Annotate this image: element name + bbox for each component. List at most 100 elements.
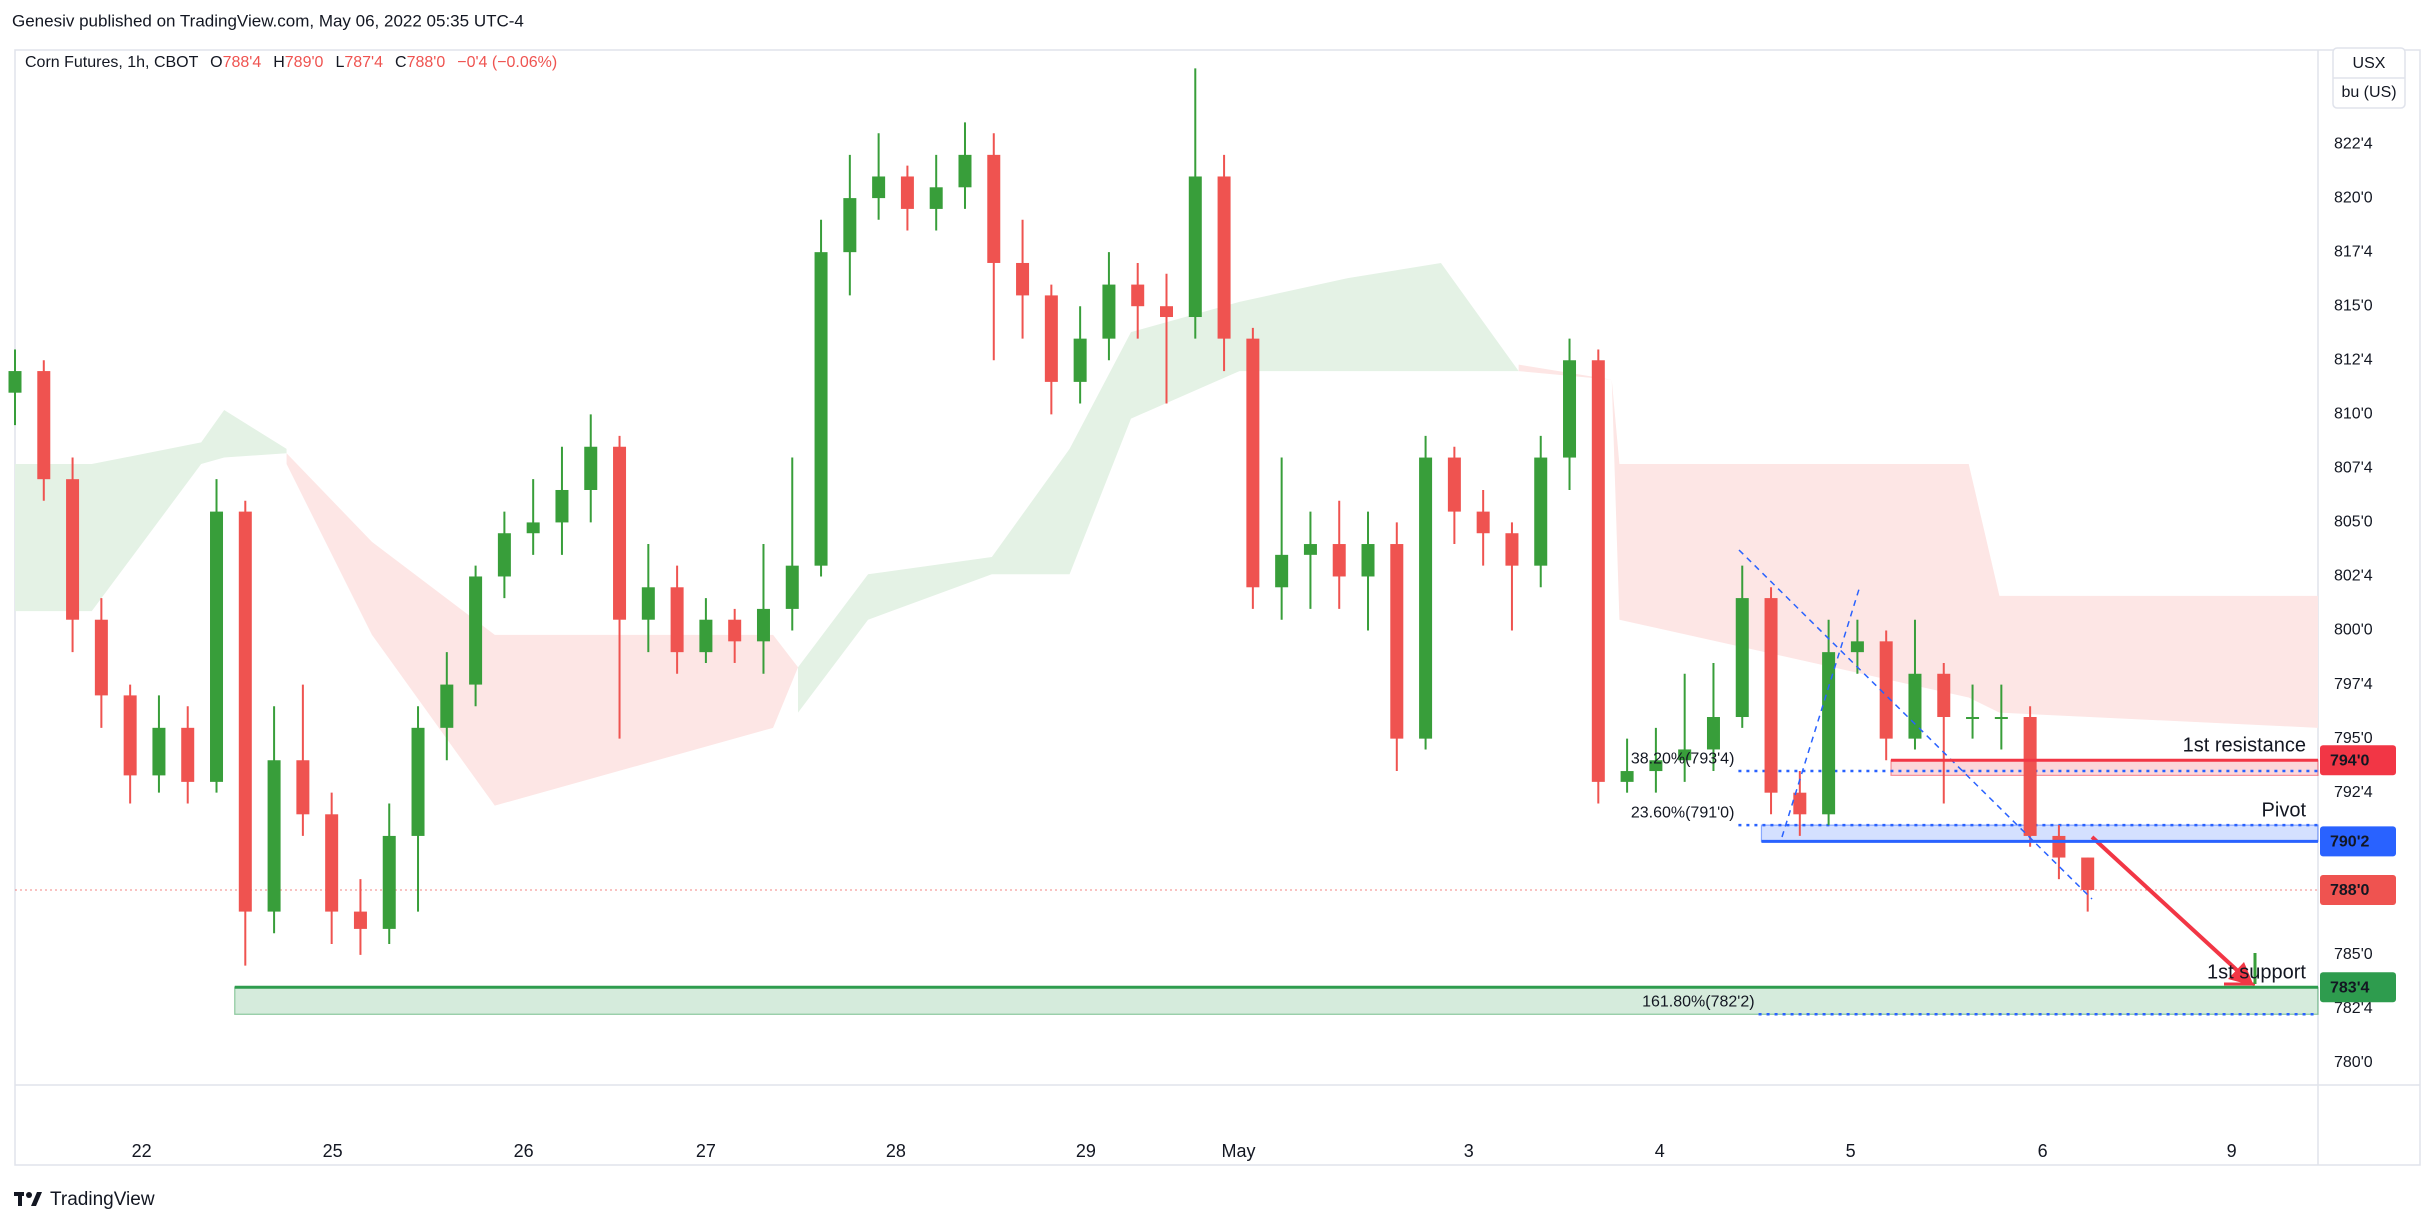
candle-body [1476,511,1490,534]
candle-body [900,176,914,209]
x-tick-label: 25 [323,1141,343,1161]
candle-body [2052,835,2066,858]
drawings [1738,549,2257,986]
legend-value: 789'0 [285,54,324,71]
candle-body [1764,598,1778,793]
x-tick-label: 5 [1846,1141,1856,1161]
level-zone [1890,759,2319,776]
legend: Corn Futures, 1h, CBOT O788'4 H789'0 L787'4… [25,54,557,71]
candle-body [987,154,1001,263]
candle-body [1361,544,1375,577]
currency: USX [2353,55,2386,72]
candle-body [1016,262,1030,296]
candle-body [238,511,252,912]
ichimoku-cloud [1518,364,2318,728]
fib-label: 38.20%(793'4) [1631,750,1735,767]
y-tick-label: 805'0 [2334,514,2373,531]
candle-body [1879,641,1893,739]
candle-body [152,727,166,776]
y-tick-label: 807'4 [2334,460,2373,477]
candle-body [670,587,684,653]
price-badge-label: 790'2 [2330,834,2370,851]
x-tick-label: 3 [1464,1141,1474,1161]
y-tick-label: 822'4 [2334,135,2373,152]
x-tick-label: 27 [696,1141,716,1161]
brand-logo [14,1192,42,1206]
candle-body [785,565,799,609]
y-tick-label: 780'0 [2334,1054,2373,1071]
fib-label: 161.80%(782'2) [1642,994,1754,1011]
legend-change: −0'4 (−0.06%) [457,54,557,71]
background-layer [15,262,2319,1016]
candle-body [497,533,511,577]
candle-body [181,727,195,782]
level-zone [1760,824,2319,842]
candle-body [66,479,80,620]
candles-layer [8,68,2095,966]
candle-body [2081,857,2095,890]
price-badge-label: 788'0 [2330,882,2370,899]
candle-body [1850,641,1864,653]
x-tick-label: 28 [886,1141,906,1161]
candle-body [8,371,22,393]
logo-part [26,1192,32,1198]
candle-body [1303,544,1317,555]
candle-body [843,198,857,253]
candle-body [613,446,627,620]
candle-body [1649,760,1663,772]
candle-body [699,619,713,653]
candle-body [1275,554,1289,588]
candle-body [929,187,943,209]
candle-body [728,619,742,642]
candle-body [1447,457,1461,512]
candle-body [1073,338,1087,382]
candle-body [1246,338,1260,588]
candle-body [1217,176,1231,339]
legend-value: 788'4 [223,54,262,71]
candle-body [123,695,137,776]
y-tick-label: 795'0 [2334,730,2373,747]
candle-body [1966,717,1980,720]
candle-body [353,911,367,929]
candle-body [1994,717,2008,720]
candle-body [1160,306,1173,318]
price-badge-label: 783'4 [2330,979,2370,996]
logo-part [18,1192,22,1206]
candle-body [1534,457,1548,566]
candle-body [641,587,655,620]
brand: TradingView [50,1189,155,1210]
x-tick-label: 22 [132,1141,152,1161]
candle-body [267,760,281,912]
arrow-head [2228,962,2254,986]
candle-body [411,727,425,836]
level-name: 1st support [2207,962,2306,984]
candle-body [555,489,569,523]
y-tick-label: 800'0 [2334,622,2373,639]
level-name: Pivot [2262,799,2307,821]
projection-arrow [2090,835,2242,975]
legend-value: 787'4 [344,54,383,71]
unit: bu (US) [2341,84,2396,101]
candle-body [440,684,454,728]
candle-body [1044,295,1058,382]
ichimoku-cloud [798,262,1519,713]
candle-body [1678,749,1692,761]
candle-body [1332,544,1346,577]
candle-body [872,176,886,199]
candle-body [584,446,598,490]
candle-body [325,814,339,912]
candle-body [1591,360,1605,782]
candle-body [210,511,224,782]
x-tick-label: 9 [2227,1141,2237,1161]
labels-layer: 38.20%(793'4) 23.60%(791'0) 161.80%(782'2)… [132,135,2396,1161]
price-badge [2320,972,2396,1003]
candle-body [1188,176,1202,318]
x-tick-label: 26 [514,1141,534,1161]
y-tick-label: 802'4 [2334,568,2373,585]
y-tick-label: 792'4 [2334,784,2373,801]
y-tick-label: 812'4 [2334,351,2373,368]
fib-trend-line [1738,549,2093,900]
candle-body [1735,598,1749,718]
